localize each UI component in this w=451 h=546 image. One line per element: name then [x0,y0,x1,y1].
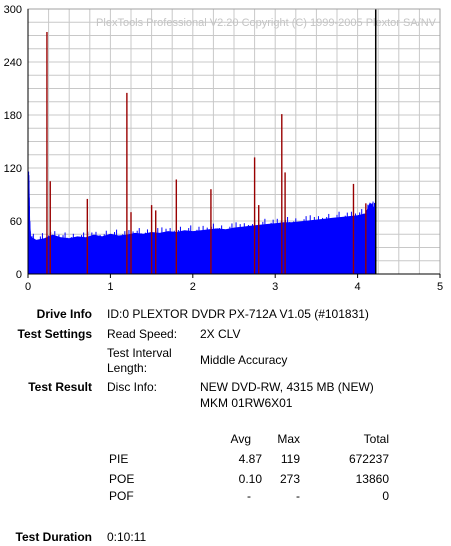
drive-info-value: ID:0 PLEXTOR DVDR PX-712A V1.05 (#101831… [107,307,369,321]
y-tick-label: 300 [4,4,22,16]
stats-row-avg: 0.10 [238,472,262,486]
chart-series [27,9,377,275]
x-tick-label: 5 [437,281,443,293]
pie-poe-chart: PlexTools Professional V2.20 Copyright (… [4,4,443,293]
test-duration-label: Test Duration [15,530,92,544]
chart-watermark: PlexTools Professional V2.20 Copyright (… [96,17,437,29]
stats-row-total: 0 [382,489,389,503]
test-duration-value: 0:10:11 [107,530,147,544]
stats-row-name: PIE [109,452,129,466]
y-tick-label: 0 [16,269,22,281]
read-speed-label: Read Speed: [107,327,178,341]
chart-axes [27,8,441,275]
stats-row-name: POF [109,489,134,503]
chart-tick-labels: 0 1 2 3 4 5 0 60 120 180 240 300 [4,4,443,293]
x-tick-label: 0 [25,281,31,293]
test-result-label: Test Result [28,380,92,394]
stats-header-max: Max [277,432,300,446]
stats-row-name: POE [109,472,135,486]
disc-info-value-line1: NEW DVD-RW, 4315 MB (NEW) [200,380,374,394]
x-tick-label: 2 [190,281,196,293]
stats-row-total: 672237 [348,452,389,466]
y-tick-label: 60 [10,216,22,228]
disc-info-label: Disc Info: [107,380,158,394]
read-speed-value: 2X CLV [200,327,241,341]
stats-row-max: 273 [279,472,300,486]
test-interval-value: Middle Accuracy [200,353,288,367]
test-interval-label-line2: Length: [107,361,148,375]
x-tick-label: 1 [107,281,113,293]
y-tick-label: 180 [4,110,22,122]
stats-header-avg: Avg [230,432,251,446]
stats-row-avg: 4.87 [238,452,262,466]
stats-row-total: 13860 [355,472,389,486]
test-settings-label: Test Settings [17,327,92,341]
disc-info-value-line2: MKM 01RW6X01 [200,396,293,410]
drive-info-label: Drive Info [36,307,92,321]
x-tick-label: 4 [355,281,361,293]
stats-row-max: - [296,489,300,503]
y-tick-label: 240 [4,57,22,69]
test-interval-label-line1: Test Interval [107,346,172,360]
y-tick-label: 120 [4,163,22,175]
x-tick-label: 3 [272,281,278,293]
stats-row-max: 119 [280,452,300,466]
stats-row-avg: - [247,489,251,503]
stats-header-total: Total [363,432,389,446]
